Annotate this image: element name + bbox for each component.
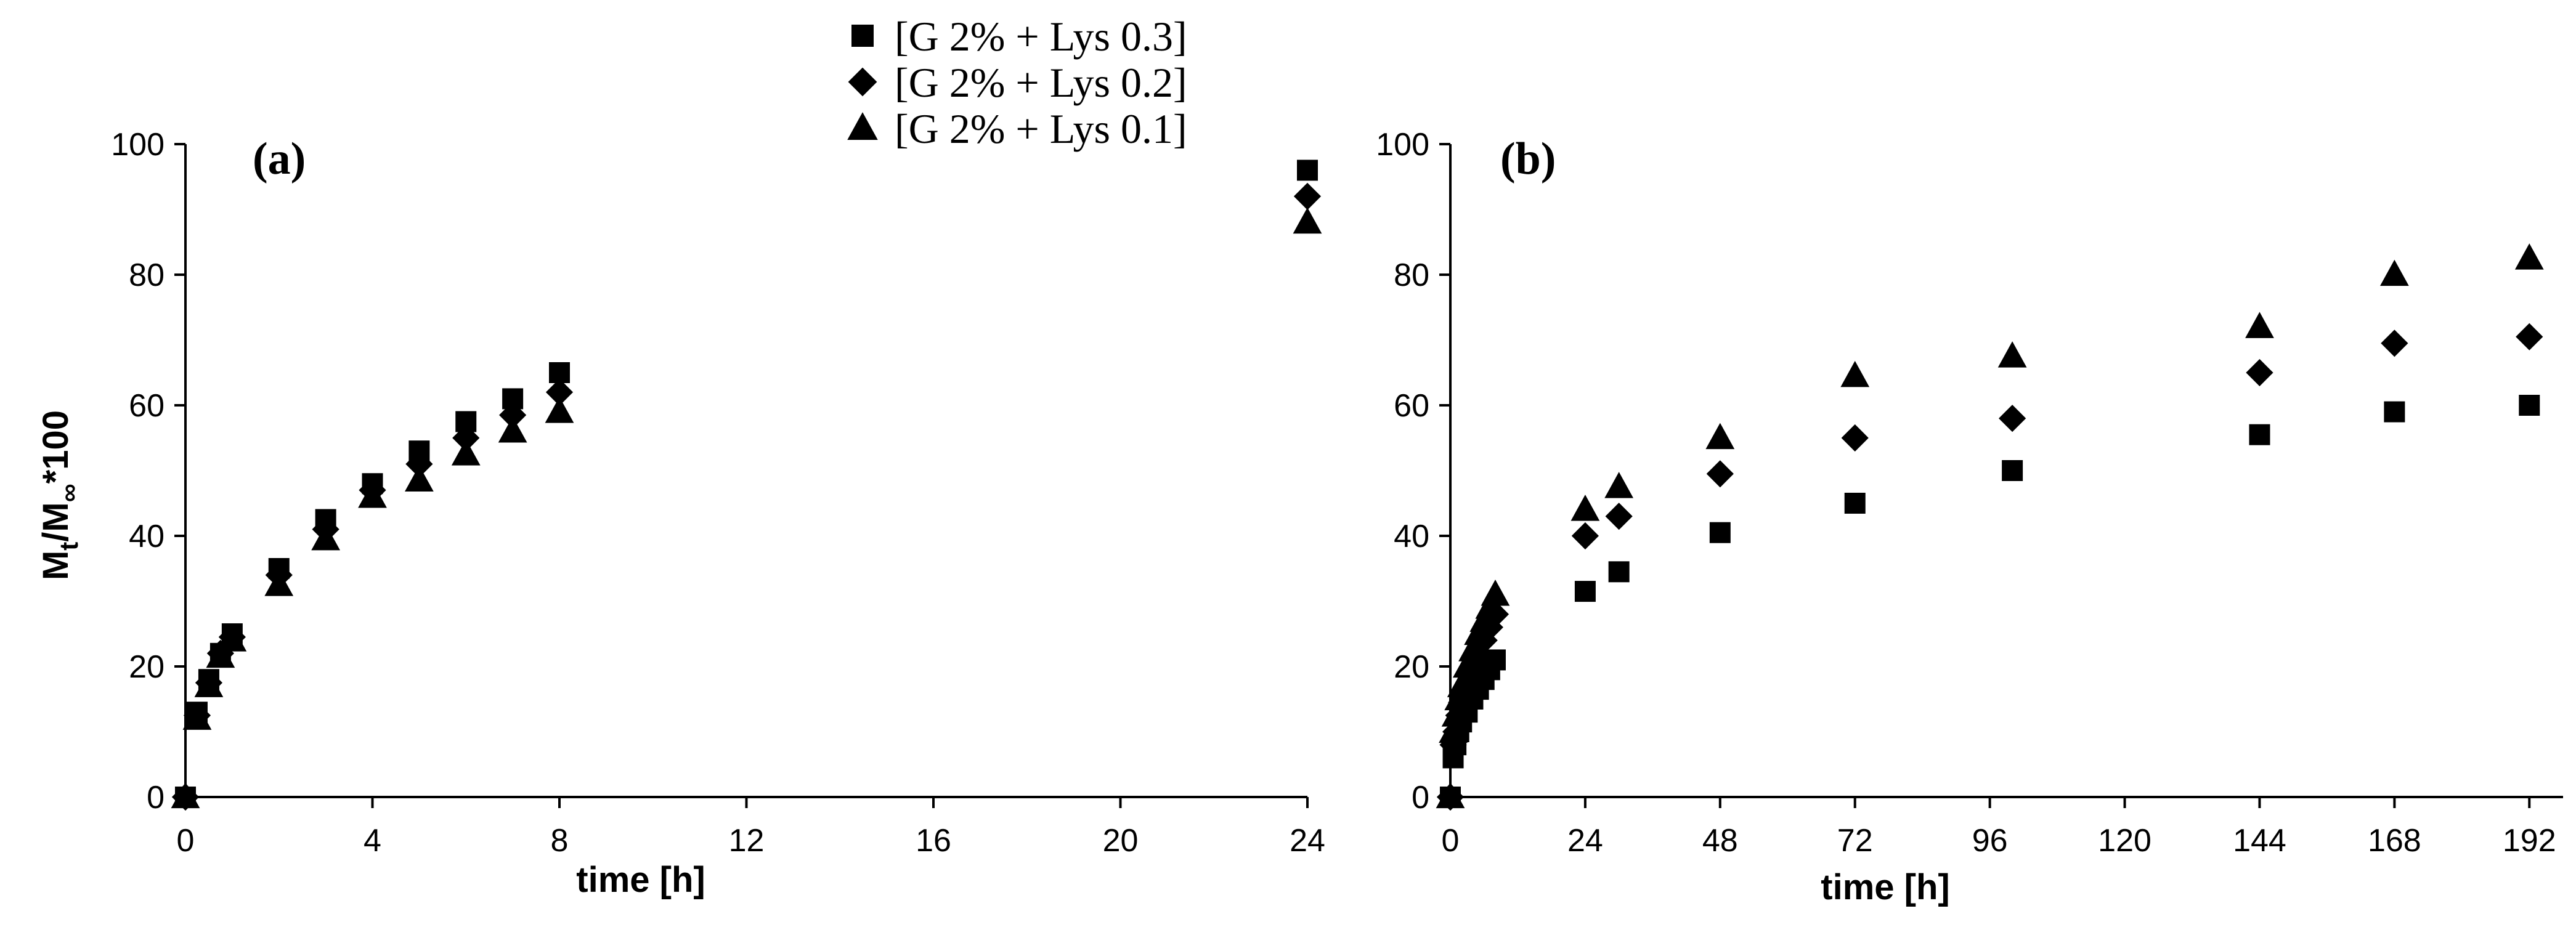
x-tick-label: 144 <box>2233 823 2286 859</box>
x-tick-label: 48 <box>1702 823 1738 859</box>
x-tick-label: 24 <box>1567 823 1603 859</box>
data-point-triangle <box>182 703 212 730</box>
data-point-triangle <box>1481 579 1510 606</box>
data-point-square <box>1574 581 1596 602</box>
data-point-triangle <box>358 481 387 508</box>
data-point-diamond <box>2381 330 2408 357</box>
data-point-triangle <box>1604 472 1634 498</box>
series-square <box>1440 395 2540 807</box>
panel-label: (b) <box>1500 134 1556 184</box>
data-point-triangle <box>264 570 294 596</box>
y-tick-label: 40 <box>129 519 165 554</box>
x-tick-label: 0 <box>177 823 195 859</box>
data-point-triangle <box>1997 341 2027 368</box>
x-axis-title: time [h] <box>576 860 705 900</box>
legend-marker-diamond <box>848 67 877 97</box>
data-point-diamond <box>452 424 480 452</box>
data-point-triangle <box>1439 716 1468 743</box>
y-tick-label: 20 <box>129 649 165 685</box>
data-point-triangle <box>2379 259 2409 286</box>
data-point-diamond <box>1999 405 2026 432</box>
data-point-square <box>2519 395 2540 416</box>
data-point-triangle <box>311 524 340 551</box>
x-tick-label: 72 <box>1837 823 1873 859</box>
data-point-triangle <box>206 641 235 668</box>
panel-label: (a) <box>253 134 306 184</box>
y-tick-label: 0 <box>1412 780 1429 816</box>
x-tick-label: 24 <box>1290 823 1325 859</box>
y-tick-label: 20 <box>1394 649 1429 685</box>
data-point-triangle <box>405 465 434 492</box>
data-point-triangle <box>1840 360 1870 387</box>
x-axis-title: time [h] <box>1821 867 1949 907</box>
data-point-square <box>2002 460 2023 481</box>
data-point-triangle <box>1570 495 1600 521</box>
legend-marker-square <box>851 25 874 47</box>
legend: [G 2% + Lys 0.3][G 2% + Lys 0.2][G 2% + … <box>847 13 1187 152</box>
y-tick-label: 100 <box>1376 127 1429 163</box>
data-point-triangle <box>545 397 574 423</box>
y-axis-title: Mt/M∞*100 <box>36 410 83 580</box>
data-point-square <box>1297 160 1318 181</box>
y-tick-label: 60 <box>129 388 165 424</box>
y-tick-label: 60 <box>1394 388 1429 424</box>
x-tick-label: 96 <box>1972 823 2008 859</box>
chart-panel-b: 0 20 40 60 80 100 0 24 48 72 96 120 144 168 192 (b) time… <box>1376 127 2563 907</box>
data-point-diamond <box>1841 424 1869 452</box>
data-point-diamond <box>1706 460 1734 488</box>
y-tick-label: 80 <box>129 257 165 293</box>
legend-label: [G 2% + Lys 0.2] <box>895 59 1187 106</box>
x-tick-label: 4 <box>364 823 381 859</box>
series-triangle <box>1436 243 2544 809</box>
data-point-triangle <box>2514 243 2544 270</box>
legend-label: [G 2% + Lys 0.1] <box>895 105 1187 152</box>
data-point-square <box>1608 561 1630 583</box>
data-point-triangle <box>1436 782 1465 809</box>
series-triangle <box>171 207 1322 809</box>
data-point-square <box>2249 424 2270 445</box>
x-tick-label: 120 <box>2098 823 2151 859</box>
y-tick-label: 0 <box>147 780 165 816</box>
series-diamond <box>1436 323 2543 811</box>
data-point-triangle <box>498 416 527 443</box>
series-square <box>175 160 1318 807</box>
data-point-diamond <box>2246 358 2273 387</box>
data-point-triangle <box>1458 635 1487 662</box>
data-point-square <box>2384 401 2405 423</box>
data-point-diamond <box>1293 182 1322 210</box>
data-point-square <box>1709 522 1731 543</box>
data-point-diamond <box>499 401 527 429</box>
series-diamond <box>171 182 1322 811</box>
data-point-diamond <box>2516 323 2543 350</box>
x-tick-label: 12 <box>729 823 765 859</box>
y-tick-label: 100 <box>111 127 165 163</box>
y-tick-label: 40 <box>1394 519 1429 554</box>
y-tick-label: 80 <box>1394 257 1429 293</box>
data-point-diamond <box>1571 522 1599 550</box>
data-point-triangle <box>217 625 247 652</box>
data-point-diamond <box>1605 503 1633 530</box>
data-point-triangle <box>1705 423 1735 450</box>
x-tick-label: 168 <box>2368 823 2421 859</box>
x-tick-label: 16 <box>916 823 951 859</box>
x-tick-label: 8 <box>551 823 569 859</box>
x-tick-label: 192 <box>2503 823 2556 859</box>
data-point-diamond <box>545 378 574 406</box>
data-point-square <box>1844 493 1866 514</box>
data-point-triangle <box>1452 651 1482 678</box>
data-point-triangle <box>1293 207 1322 234</box>
data-point-triangle <box>451 439 481 466</box>
data-point-triangle <box>194 671 224 697</box>
legend-label: [G 2% + Lys 0.3] <box>895 13 1187 60</box>
data-point-triangle <box>1441 700 1471 727</box>
data-point-triangle <box>171 782 200 809</box>
data-point-triangle <box>1447 671 1476 697</box>
legend-marker-triangle <box>847 112 878 140</box>
chart-panel-a: 0 20 40 60 80 100 0 4 8 12 16 20 24 (a) time [h] Mt/M∞*… <box>36 127 1325 900</box>
x-tick-label: 20 <box>1103 823 1139 859</box>
data-point-diamond <box>405 450 433 478</box>
data-point-triangle <box>2245 312 2274 338</box>
x-tick-label: 0 <box>1442 823 1460 859</box>
